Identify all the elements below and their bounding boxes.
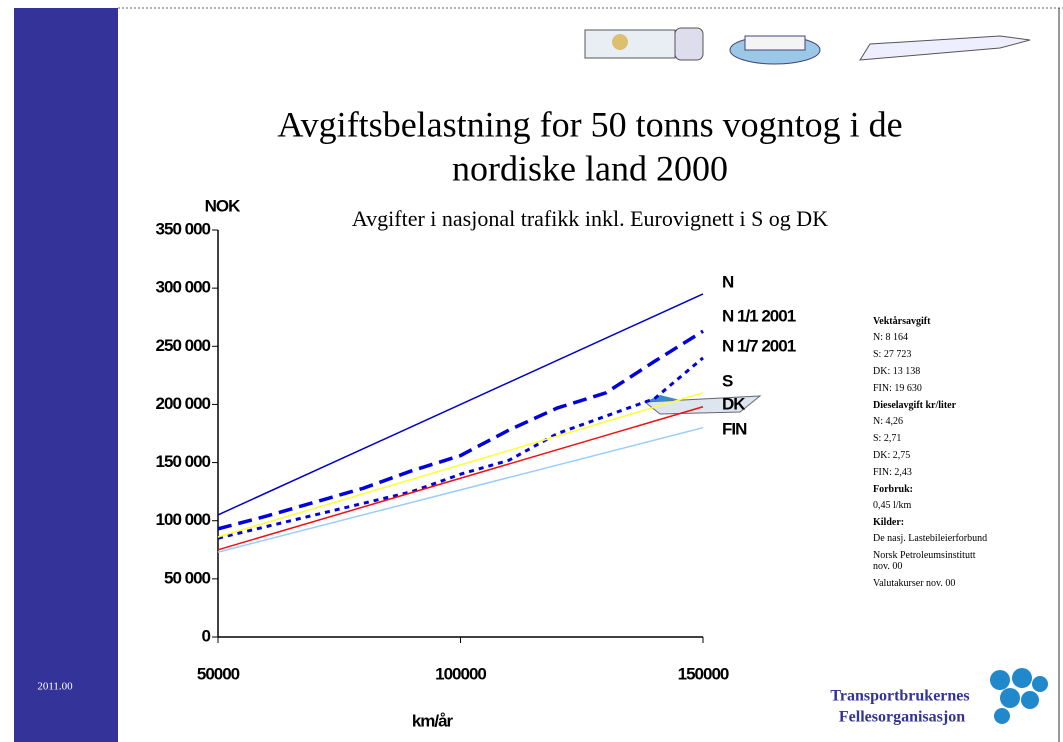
series-line xyxy=(218,294,703,515)
note-line: 0,45 l/km xyxy=(873,500,991,511)
y-tick-label: 300 000 xyxy=(156,278,211,297)
series-label: N xyxy=(722,272,734,291)
header-pictures xyxy=(585,28,1030,64)
y-tick-label: 100 000 xyxy=(156,510,211,529)
y-tick-label: 350 000 xyxy=(156,219,211,238)
note-line: De nasj. Lastebileierforbund xyxy=(873,533,991,544)
note-line: DK: 13 138 xyxy=(873,366,991,377)
slide: Avgiftsbelastning for 50 tonns vogntog i… xyxy=(0,0,1063,742)
chart-subtitle: Avgifter i nasjonal trafikk inkl. Eurovi… xyxy=(352,206,828,231)
y-tick-label: 50 000 xyxy=(164,568,211,587)
series-line xyxy=(218,428,703,552)
note-line: FIN: 19 630 xyxy=(873,383,991,394)
note-line: FIN: 2,43 xyxy=(873,467,991,478)
note-line: N: 8 164 xyxy=(873,332,991,343)
x-tick-label: 100000 xyxy=(435,664,486,683)
note-line: Norsk Petroleumsinstitutt nov. 00 xyxy=(873,550,991,572)
chart-title: nordiske land 2000 xyxy=(452,148,728,188)
note-line: N: 4,26 xyxy=(873,416,991,427)
chart-title: Avgiftsbelastning for 50 tonns vogntog i… xyxy=(277,104,902,144)
sidebar xyxy=(14,8,118,742)
x-axis-label: km/år xyxy=(412,711,454,730)
note-heading: Dieselavgift kr/liter xyxy=(873,400,991,411)
y-tick-label: 200 000 xyxy=(156,394,211,413)
note-line: S: 27 723 xyxy=(873,349,991,360)
y-tick-label: 250 000 xyxy=(156,336,211,355)
series-line xyxy=(218,393,703,537)
slide-number: 2011.00 xyxy=(37,681,73,693)
y-tick-label: 150 000 xyxy=(156,452,211,471)
x-tick-label: 150000 xyxy=(678,664,729,683)
y-tick-label: 0 xyxy=(202,626,211,645)
note-heading: Vektårsavgift xyxy=(873,316,991,327)
note-heading: Kilder: xyxy=(873,517,991,528)
series-label: FIN xyxy=(722,419,747,438)
x-tick-label: 50000 xyxy=(197,664,240,683)
note-line: DK: 2,75 xyxy=(873,450,991,461)
note-heading: Forbruk: xyxy=(873,484,991,495)
notes-panel: Vektårsavgift N: 8 164 S: 27 723 DK: 13 138… xyxy=(873,312,991,595)
series-label: N 1/7 2001 xyxy=(722,336,796,355)
logo xyxy=(990,668,1048,724)
note-line: S: 2,71 xyxy=(873,433,991,444)
y-axis-label: NOK xyxy=(205,196,242,215)
note-line: Valutakurser nov. 00 xyxy=(873,578,991,589)
series-line xyxy=(218,407,703,550)
series-line xyxy=(218,331,703,529)
organization: Transportbrukernes xyxy=(830,688,969,705)
series-label: S xyxy=(722,371,733,390)
series-label: N 1/1 2001 xyxy=(722,306,796,325)
series-label: DK xyxy=(722,394,746,413)
series-line xyxy=(218,358,703,538)
organization: Fellesorganisasjon xyxy=(839,709,965,726)
